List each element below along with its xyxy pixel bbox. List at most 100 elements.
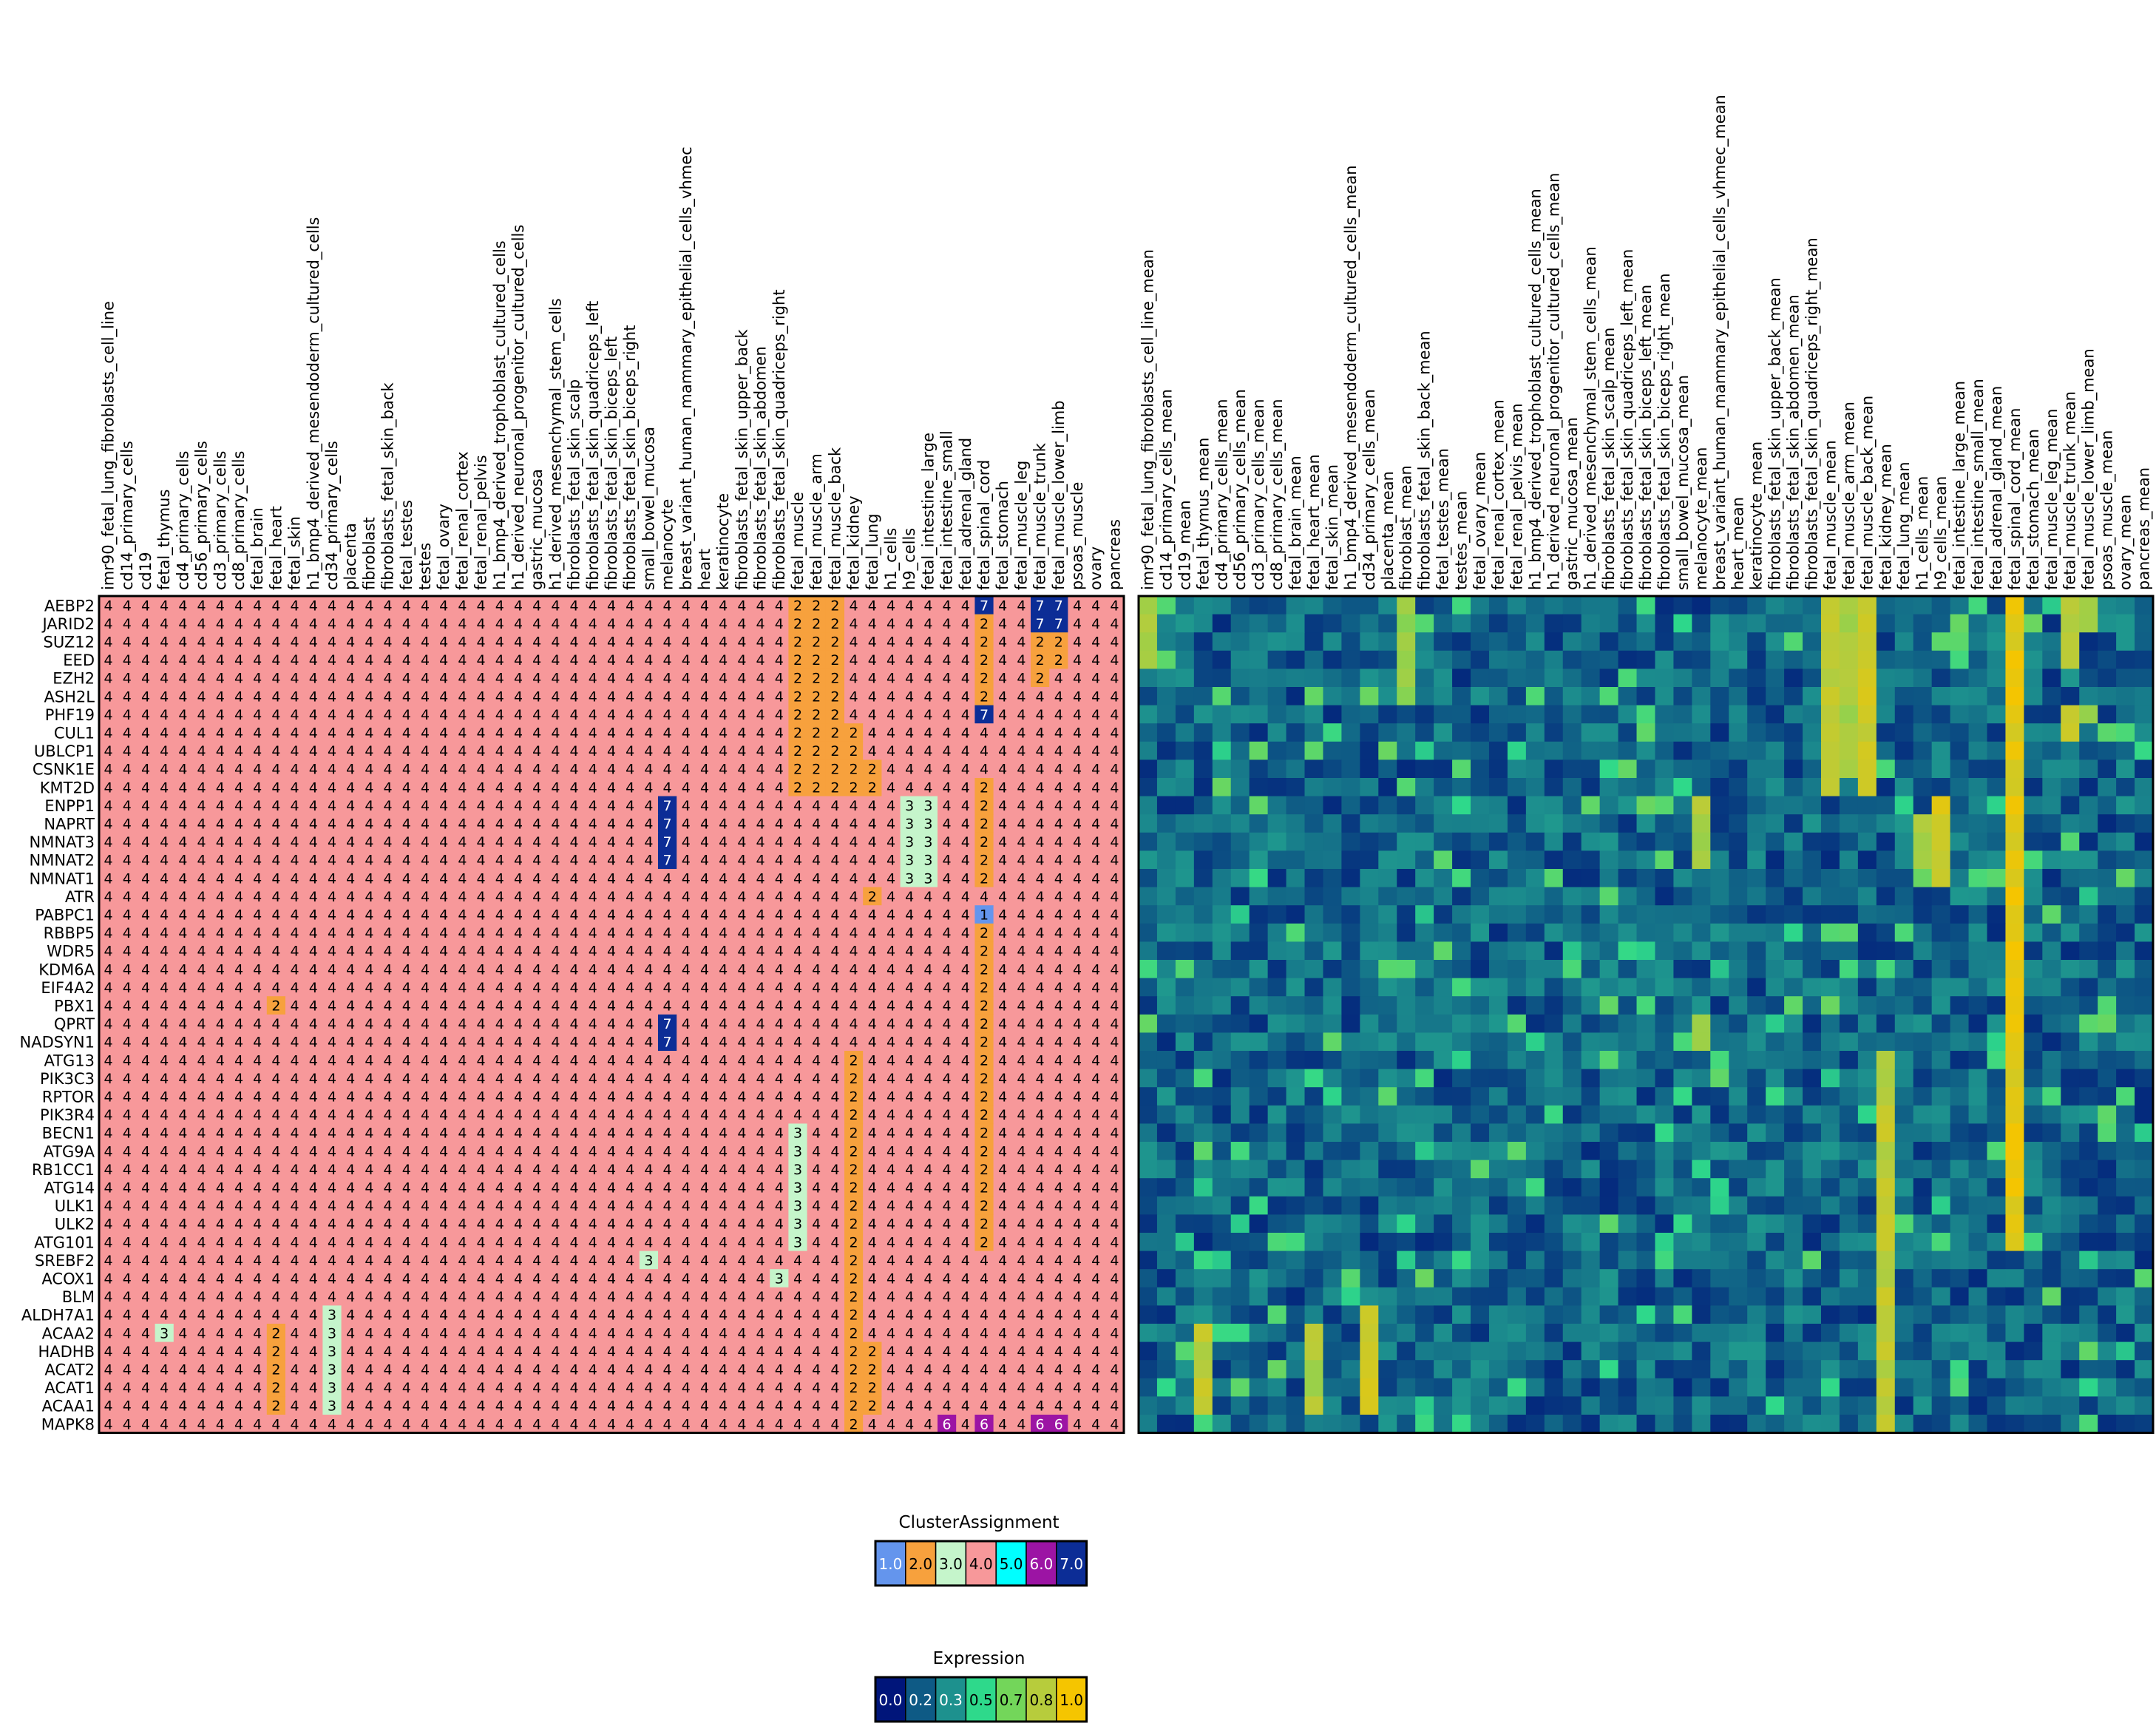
cluster-cell	[677, 596, 696, 615]
cluster-cell-label: 4	[477, 725, 486, 742]
cluster-cell-label: 4	[402, 1016, 411, 1032]
cluster-cell-label: 4	[887, 1253, 895, 1269]
cluster-cell-label: 4	[421, 707, 430, 723]
cluster-cell-label: 4	[607, 1180, 616, 1197]
cluster-cell-label: 4	[644, 1271, 653, 1287]
cluster-cell-label: 3	[775, 1271, 784, 1287]
cluster-cell-label: 4	[346, 1216, 355, 1233]
cluster-cell-label: 4	[477, 1089, 486, 1106]
cluster-cell	[285, 650, 305, 669]
cluster-cell-label: 4	[737, 944, 746, 960]
cluster-cell-label: 4	[812, 889, 821, 905]
cluster-cell	[136, 632, 155, 652]
column-label: fetal_thymus	[155, 490, 174, 590]
cluster-cell-label: 4	[868, 1016, 877, 1032]
cluster-cell-label: 4	[197, 998, 206, 1015]
cluster-cell-label: 4	[1054, 1271, 1063, 1287]
cluster-cell-label: 4	[271, 961, 280, 978]
cluster-cell	[490, 723, 509, 742]
cluster-cell-label: 4	[1017, 1162, 1026, 1178]
cluster-cell-label: 4	[1017, 907, 1026, 924]
cluster-cell-label: 4	[551, 634, 560, 651]
cluster-cell-label: 4	[943, 853, 952, 869]
column-label: fetal_stomach_mean	[2024, 429, 2043, 590]
cluster-cell-label: 4	[532, 925, 541, 941]
gene-label: ACAA1	[42, 1398, 95, 1415]
column-label: psoas_muscle_mean	[2098, 430, 2117, 591]
cluster-cell-label: 4	[234, 743, 243, 759]
cluster-cell-label: 4	[309, 961, 318, 978]
cluster-cell-label: 4	[1091, 1035, 1100, 1051]
cluster-cell	[695, 723, 714, 742]
cluster-cell-label: 4	[998, 1380, 1007, 1396]
cluster-cell-label: 4	[756, 743, 765, 759]
cluster-cell-label: 4	[271, 743, 280, 759]
cluster-cell-label: 4	[291, 961, 299, 978]
cluster-cell-label: 4	[253, 762, 262, 778]
cluster-cell-label: 4	[1073, 1107, 1082, 1123]
cluster-cell-label: 7	[980, 707, 989, 723]
cluster-cell-label: 4	[458, 616, 467, 632]
cluster-cell-label: 4	[1017, 853, 1026, 869]
cluster-cell-label: 4	[234, 961, 243, 978]
cluster-cell-label: 4	[682, 1162, 691, 1178]
cluster-cell-label: 4	[532, 1307, 541, 1324]
cluster-cell-label: 4	[141, 707, 150, 723]
cluster-cell-label: 4	[532, 779, 541, 796]
cluster-cell-label: 4	[271, 1180, 280, 1197]
cluster-cell-label: 4	[663, 944, 672, 960]
cluster-cell-label: 4	[495, 634, 504, 651]
cluster-cell	[546, 669, 566, 688]
cluster-cell-label: 4	[365, 1071, 373, 1087]
cluster-cell-label: 4	[216, 634, 225, 651]
cluster-cell-label: 4	[216, 961, 225, 978]
cluster-cell-label: 4	[626, 1344, 634, 1360]
cluster-cell	[472, 596, 491, 615]
cluster-cell-label: 4	[123, 652, 132, 669]
cluster-cell-label: 3	[905, 834, 914, 850]
cluster-cell-label: 4	[756, 1162, 765, 1178]
cluster-cell	[1049, 741, 1068, 760]
cluster-cell-label: 4	[682, 1380, 691, 1396]
cluster-cell	[881, 614, 901, 633]
cluster-cell	[583, 614, 603, 633]
cluster-cell-label: 4	[253, 1362, 262, 1378]
cluster-cell	[844, 632, 864, 652]
cluster-cell-label: 4	[756, 725, 765, 742]
cluster-cell	[1068, 614, 1087, 633]
cluster-cell-label: 4	[980, 743, 989, 759]
cluster-cell	[173, 687, 193, 705]
cluster-cell-label: 4	[607, 1234, 616, 1250]
cluster-cell	[99, 705, 118, 724]
column-label: h1_cells	[882, 528, 901, 590]
cluster-cell-label: 4	[868, 798, 877, 814]
cluster-cell-label: 4	[626, 707, 634, 723]
cluster-cell-label: 4	[197, 1289, 206, 1305]
cluster-cell-label: 4	[439, 1162, 448, 1178]
cluster-cell-label: 4	[998, 870, 1007, 887]
cluster-cell-label: 4	[421, 907, 430, 924]
cluster-cell-label: 4	[607, 725, 616, 742]
cluster-cell-label: 4	[589, 707, 597, 723]
cluster-cell-label: 4	[384, 1162, 393, 1178]
cluster-cell-label: 4	[700, 1253, 709, 1269]
cluster-cell-label: 4	[998, 1234, 1007, 1250]
cluster-cell-label: 4	[1017, 743, 1026, 759]
cluster-cell-label: 4	[216, 1289, 225, 1305]
cluster-cell	[1086, 632, 1106, 652]
cluster-cell-label: 4	[682, 1180, 691, 1197]
cluster-cell-label: 4	[830, 980, 839, 996]
cluster-cell	[863, 614, 882, 633]
cluster-cell-label: 4	[439, 1289, 448, 1305]
cluster-cell-label: 4	[1091, 1271, 1100, 1287]
cluster-cell-label: 4	[1036, 1216, 1045, 1233]
cluster-cell-label: 4	[868, 1289, 877, 1305]
cluster-cell-label: 4	[495, 816, 504, 833]
cluster-cell-label: 4	[402, 998, 411, 1015]
cluster-cell-label: 4	[178, 762, 187, 778]
cluster-cell-label: 4	[812, 834, 821, 850]
cluster-cell-label: 4	[477, 1344, 486, 1360]
cluster-cell-label: 4	[1073, 980, 1082, 996]
cluster-cell-label: 4	[309, 1016, 318, 1032]
cluster-cell-label: 4	[178, 1052, 187, 1069]
